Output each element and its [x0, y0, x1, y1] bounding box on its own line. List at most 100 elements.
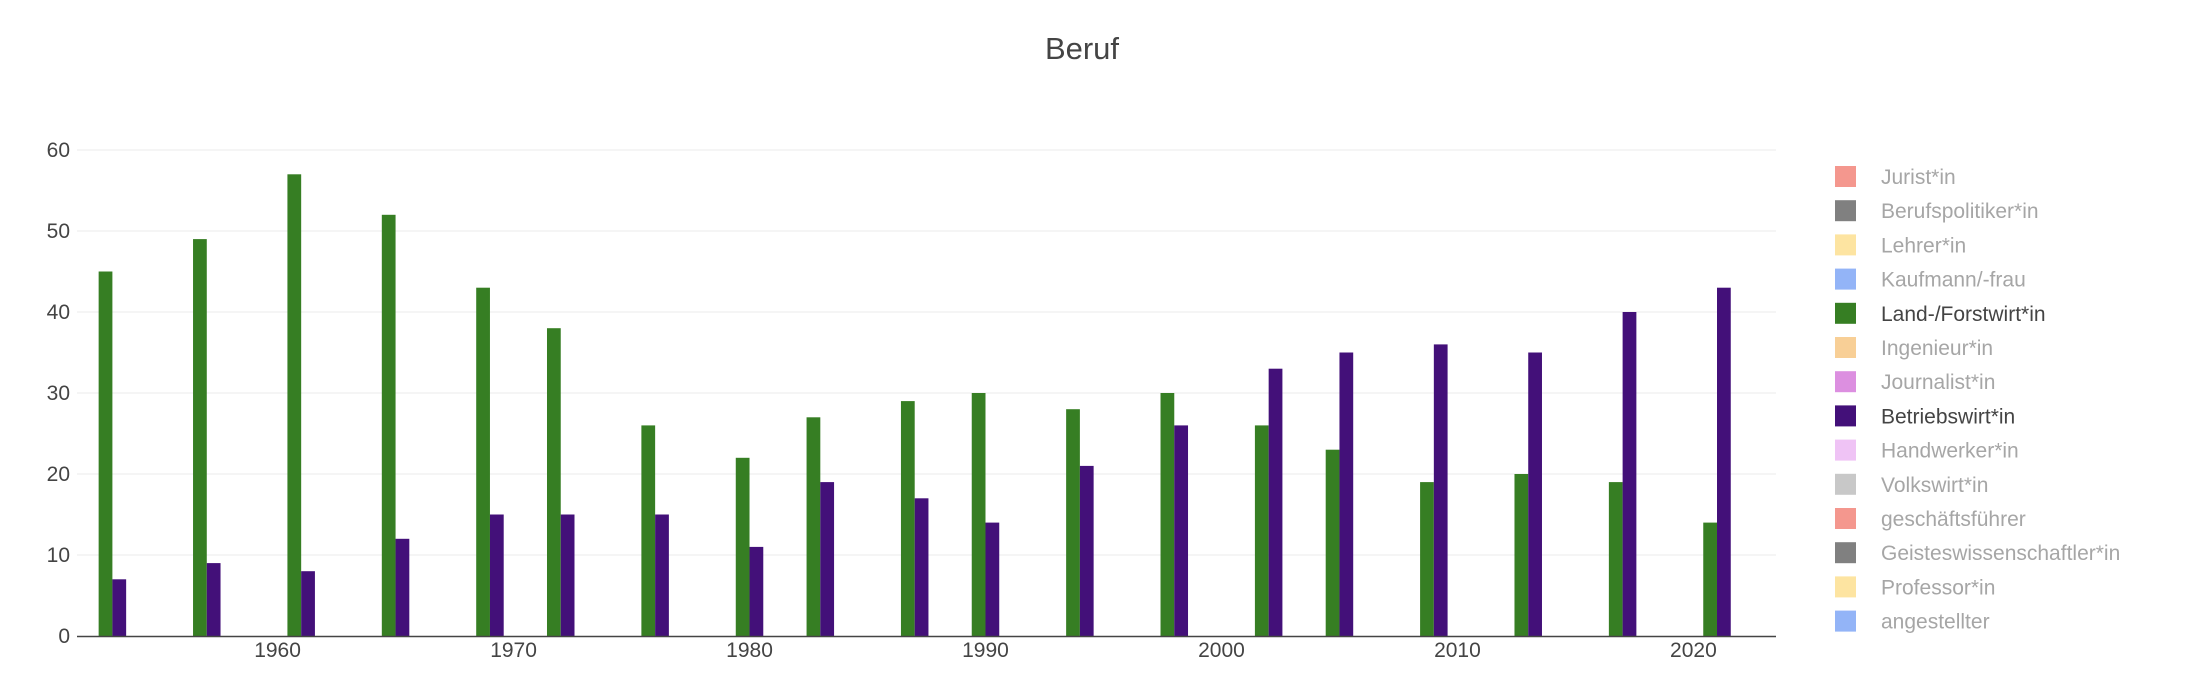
x-tick-label: 1960 — [254, 639, 301, 662]
legend-label: Journalist*in — [1881, 371, 1995, 394]
y-tick-label: 10 — [47, 544, 70, 567]
axes: 0 10 20 30 40 50 60 1960 1970 1980 1990 2000 2010 202… — [47, 139, 1776, 662]
bar-betriebswirt-in-1983[interactable] — [820, 482, 835, 636]
legend-swatch — [1835, 508, 1856, 529]
x-tick-label: 1980 — [726, 639, 773, 662]
legend-label: Land-/Forstwirt*in — [1881, 303, 2046, 326]
bar-land-forstwirt-in-1998[interactable] — [1160, 393, 1175, 636]
legend-swatch — [1835, 439, 1856, 461]
bar-betriebswirt-in-1990[interactable] — [985, 522, 1000, 636]
legend-swatch — [1835, 542, 1856, 564]
x-tick-label: 1990 — [962, 639, 1009, 662]
bar-betriebswirt-in-1961[interactable] — [301, 571, 315, 636]
bar-betriebswirt-in-1965[interactable] — [395, 538, 410, 636]
legend-item[interactable]: Land-/Forstwirt*in — [1835, 302, 2046, 326]
legend-label: Professor*in — [1881, 576, 1995, 599]
legend-swatch — [1835, 234, 1856, 256]
legend-swatch — [1835, 610, 1856, 632]
bar-land-forstwirt-in-2021[interactable] — [1703, 522, 1718, 636]
legend-item[interactable]: angestellter — [1835, 610, 1990, 634]
x-tick-label: 2000 — [1198, 639, 1245, 662]
legend-item[interactable]: Professor*in — [1835, 576, 1995, 599]
bar-betriebswirt-in-2002[interactable] — [1268, 368, 1283, 636]
legend-swatch — [1835, 576, 1856, 598]
bar-betriebswirt-in-1976[interactable] — [655, 514, 669, 637]
legend-item[interactable]: Betriebswirt*in — [1835, 405, 2015, 428]
legend-label: Betriebswirt*in — [1881, 405, 2015, 428]
y-tick-label: 20 — [47, 463, 70, 486]
bar-land-forstwirt-in-1965[interactable] — [381, 214, 396, 637]
legend-swatch — [1835, 371, 1856, 393]
legend-item[interactable]: Journalist*in — [1835, 371, 1995, 394]
legend-label: Jurist*in — [1881, 166, 1956, 189]
x-tick-label: 1970 — [490, 639, 537, 662]
legend-swatch — [1835, 405, 1856, 427]
bar-land-forstwirt-in-2002[interactable] — [1254, 425, 1269, 636]
y-tick-label: 0 — [58, 625, 70, 648]
legend-swatch — [1835, 473, 1856, 495]
legend-swatch — [1835, 200, 1856, 222]
legend-swatch — [1835, 302, 1856, 324]
legend-item[interactable]: Volkswirt*in — [1835, 473, 1988, 497]
chart-title: Beruf — [1045, 31, 1119, 66]
bar-betriebswirt-in-1998[interactable] — [1174, 425, 1189, 636]
y-tick-label: 50 — [47, 220, 70, 243]
bar-land-forstwirt-in-1976[interactable] — [641, 425, 656, 636]
legend-swatch — [1835, 268, 1856, 290]
x-tick-label: 2010 — [1434, 639, 1481, 662]
bar-land-forstwirt-in-2009[interactable] — [1420, 482, 1434, 636]
bar-land-forstwirt-in-2013[interactable] — [1514, 474, 1529, 636]
bar-betriebswirt-in-2009[interactable] — [1433, 344, 1448, 636]
bar-betriebswirt-in-1987[interactable] — [914, 498, 929, 636]
legend-label: Berufspolitiker*in — [1881, 200, 2039, 223]
bar-betriebswirt-in-1994[interactable] — [1079, 465, 1094, 636]
legend-label: Geisteswissenschaftler*in — [1881, 542, 2120, 565]
bar-land-forstwirt-in-1980[interactable] — [735, 457, 750, 636]
legend-item[interactable]: Kaufmann/-frau — [1835, 268, 2026, 292]
legend-swatch — [1835, 337, 1856, 358]
bar-land-forstwirt-in-1957[interactable] — [193, 239, 207, 636]
bars — [98, 174, 1731, 637]
legend-swatch — [1835, 166, 1856, 187]
legend[interactable]: Jurist*in Berufspolitiker*in Lehrer*in Kauf… — [1835, 166, 2120, 634]
legend-label: geschäftsführer — [1881, 508, 2026, 531]
legend-label: Volkswirt*in — [1881, 474, 1988, 497]
bar-land-forstwirt-in-1972[interactable] — [546, 328, 561, 636]
bar-land-forstwirt-in-1987[interactable] — [900, 401, 915, 636]
bar-betriebswirt-in-2021[interactable] — [1717, 287, 1731, 636]
legend-label: angestellter — [1881, 611, 1990, 634]
y-tick-label: 30 — [47, 382, 70, 405]
legend-item[interactable]: Geisteswissenschaftler*in — [1835, 542, 2120, 565]
legend-label: Lehrer*in — [1881, 234, 1966, 257]
legend-item[interactable]: Handwerker*in — [1835, 439, 2019, 463]
legend-item[interactable]: Ingenieur*in — [1835, 337, 1993, 360]
gridlines — [77, 149, 1776, 556]
bar-betriebswirt-in-2005[interactable] — [1339, 352, 1354, 637]
bar-betriebswirt-in-1957[interactable] — [206, 563, 221, 636]
bar-betriebswirt-in-1953[interactable] — [112, 579, 127, 636]
y-tick-label: 40 — [47, 301, 70, 324]
bar-betriebswirt-in-2013[interactable] — [1528, 352, 1542, 637]
legend-item[interactable]: Jurist*in — [1835, 166, 1956, 189]
bar-betriebswirt-in-1969[interactable] — [489, 514, 504, 637]
bar-land-forstwirt-in-1969[interactable] — [476, 287, 490, 636]
bar-betriebswirt-in-1972[interactable] — [560, 514, 575, 637]
y-tick-label: 60 — [47, 139, 70, 162]
legend-label: Ingenieur*in — [1881, 337, 1993, 360]
legend-label: Handwerker*in — [1881, 440, 2019, 463]
legend-label: Kaufmann/-frau — [1881, 269, 2026, 292]
bar-land-forstwirt-in-1953[interactable] — [98, 271, 113, 637]
bar-land-forstwirt-in-1983[interactable] — [806, 417, 821, 636]
bar-land-forstwirt-in-2005[interactable] — [1325, 449, 1340, 636]
bar-land-forstwirt-in-1961[interactable] — [287, 174, 302, 637]
x-tick-label: 2020 — [1670, 639, 1717, 662]
bar-land-forstwirt-in-1994[interactable] — [1066, 409, 1080, 636]
bar-land-forstwirt-in-1990[interactable] — [971, 393, 986, 636]
legend-item[interactable]: geschäftsführer — [1835, 508, 2026, 531]
legend-item[interactable]: Berufspolitiker*in — [1835, 200, 2039, 223]
bar-land-forstwirt-in-2017[interactable] — [1608, 482, 1623, 636]
bar-betriebswirt-in-2017[interactable] — [1622, 312, 1637, 636]
legend-item[interactable]: Lehrer*in — [1835, 234, 1966, 257]
bar-betriebswirt-in-1980[interactable] — [749, 546, 764, 636]
